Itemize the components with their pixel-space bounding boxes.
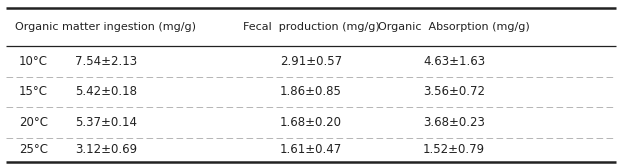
Text: 5.37±0.14: 5.37±0.14 <box>75 116 137 129</box>
Text: 1.52±0.79: 1.52±0.79 <box>423 143 485 156</box>
Text: 7.54±2.13: 7.54±2.13 <box>75 55 137 68</box>
Text: 10°C: 10°C <box>19 55 48 68</box>
Text: 20°C: 20°C <box>19 116 48 129</box>
Text: Organic matter ingestion (mg/g): Organic matter ingestion (mg/g) <box>16 22 196 32</box>
Text: 25°C: 25°C <box>19 143 48 156</box>
Text: 3.12±0.69: 3.12±0.69 <box>75 143 137 156</box>
Text: 5.42±0.18: 5.42±0.18 <box>75 85 137 99</box>
Text: Organic  Absorption (mg/g): Organic Absorption (mg/g) <box>378 22 530 32</box>
Text: Fecal  production (mg/g): Fecal production (mg/g) <box>243 22 379 32</box>
Text: 2.91±0.57: 2.91±0.57 <box>280 55 342 68</box>
Text: 1.68±0.20: 1.68±0.20 <box>280 116 342 129</box>
Text: 15°C: 15°C <box>19 85 48 99</box>
Text: 1.61±0.47: 1.61±0.47 <box>280 143 342 156</box>
Text: 3.56±0.72: 3.56±0.72 <box>423 85 485 99</box>
Text: 3.68±0.23: 3.68±0.23 <box>423 116 485 129</box>
Text: 4.63±1.63: 4.63±1.63 <box>423 55 485 68</box>
Text: 1.86±0.85: 1.86±0.85 <box>280 85 342 99</box>
